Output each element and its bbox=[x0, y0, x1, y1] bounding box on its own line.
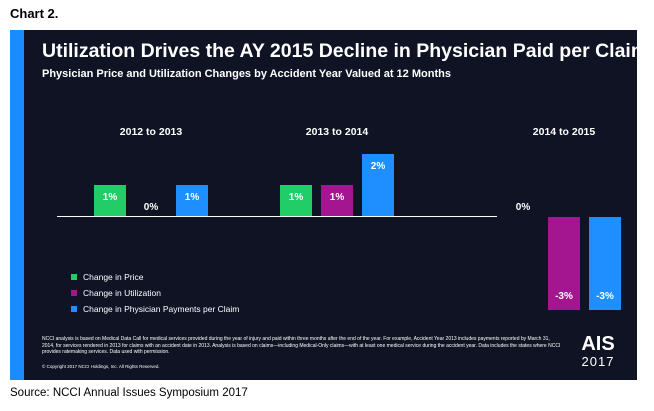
data-label: 1% bbox=[184, 192, 200, 203]
chart-title: Utilization Drives the AY 2015 Decline i… bbox=[42, 40, 649, 62]
data-label: 0% bbox=[143, 202, 159, 213]
legend-item: Change in Physician Payments per Claim bbox=[71, 304, 239, 314]
bar bbox=[280, 185, 312, 216]
data-label: -3% bbox=[596, 291, 614, 302]
legend-label: Change in Utilization bbox=[83, 288, 161, 298]
data-label: 0% bbox=[515, 202, 531, 213]
category-label: 2014 to 2015 bbox=[532, 126, 596, 138]
legend-item: Change in Price bbox=[71, 272, 143, 282]
bar bbox=[548, 217, 580, 310]
accent-stripe bbox=[10, 30, 24, 380]
data-label: -3% bbox=[555, 291, 573, 302]
category-label: 2013 to 2014 bbox=[305, 126, 369, 138]
bar bbox=[176, 185, 208, 216]
legend-label: Change in Price bbox=[83, 272, 144, 282]
legend-label: Change in Physician Payments per Claim bbox=[83, 304, 240, 314]
logo-text: AIS bbox=[581, 333, 615, 355]
chart-panel: Utilization Drives the AY 2015 Decline i… bbox=[10, 30, 648, 380]
legend-swatch bbox=[71, 290, 77, 296]
category-label: 2012 to 2013 bbox=[119, 126, 183, 138]
footnote: NCCI analysis is based on Medical Data C… bbox=[42, 336, 561, 355]
source-note: Source: NCCI Annual Issues Symposium 201… bbox=[10, 387, 248, 399]
bar bbox=[321, 185, 353, 216]
bar bbox=[362, 154, 394, 216]
data-label: 1% bbox=[329, 192, 345, 203]
bar bbox=[589, 217, 621, 310]
bar bbox=[94, 185, 126, 216]
copyright: © Copyright 2017 NCCI Holdings, Inc. All… bbox=[42, 364, 160, 369]
legend-item: Change in Utilization bbox=[71, 288, 161, 298]
zero-baseline bbox=[57, 216, 497, 217]
chart-subtitle: Physician Price and Utilization Changes … bbox=[42, 68, 451, 80]
legend-swatch bbox=[71, 306, 77, 312]
legend-swatch bbox=[71, 274, 77, 280]
data-label: 1% bbox=[288, 192, 304, 203]
ais-logo: AIS 2017 bbox=[573, 333, 623, 369]
chart-label: Chart 2. bbox=[10, 6, 59, 21]
logo-year: 2017 bbox=[581, 354, 615, 369]
data-label: 2% bbox=[370, 161, 386, 172]
data-label: 1% bbox=[102, 192, 118, 203]
